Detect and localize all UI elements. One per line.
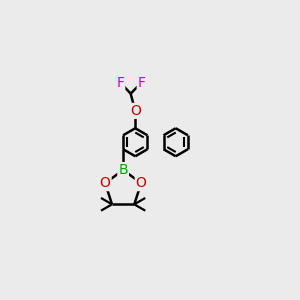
Text: B: B <box>118 163 128 177</box>
Text: F: F <box>116 76 124 89</box>
Text: O: O <box>100 176 111 190</box>
Text: O: O <box>136 176 147 190</box>
Text: F: F <box>138 76 146 89</box>
Text: O: O <box>130 104 141 118</box>
